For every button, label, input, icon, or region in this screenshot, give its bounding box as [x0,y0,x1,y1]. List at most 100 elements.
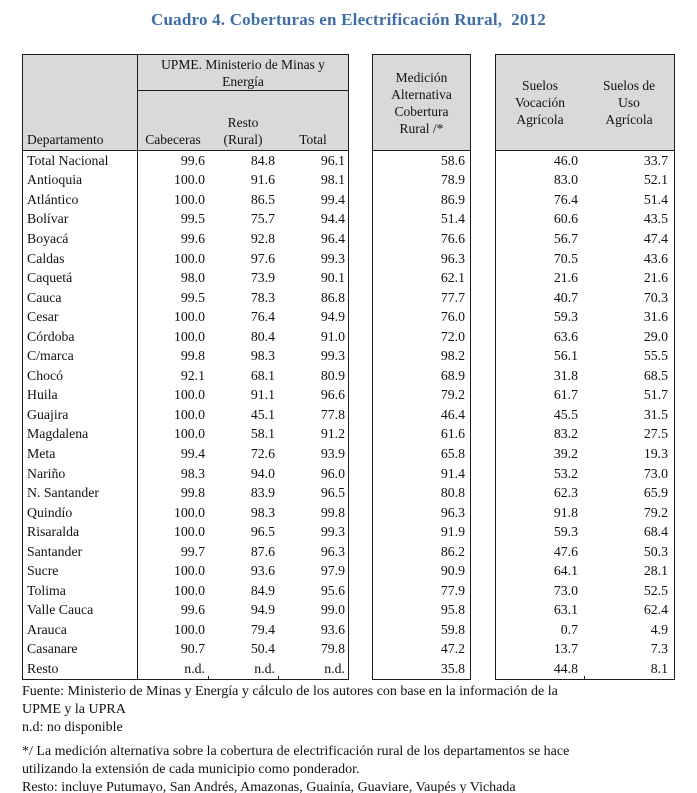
table-cell: 84.8 [250,152,275,168]
table-cell: 99.8 [320,504,345,520]
table-row: 53.2 73.0 [496,464,674,484]
table-cell: Risaralda [23,522,138,542]
table-cell: 72.6 [250,445,275,461]
table-cell: 45.5 [553,406,578,422]
table-cell: 100.0 [173,582,205,598]
table-cell: n.d. [254,660,275,676]
table-cell: 86.8 [320,289,345,305]
table-row: 95.8 [373,601,470,621]
table-cell: 98.2 [440,348,465,364]
table-cell: 68.4 [643,524,668,540]
table-row: N. Santander 99.8 83.9 96.5 [23,483,348,503]
table-cell: 86.2 [440,543,465,559]
table-suelos-header: Suelos Vocación Agrícola Suelos de Uso A… [496,55,674,150]
table-cell: 99.8 [180,485,205,501]
table-cell: 86.9 [440,191,465,207]
table-cell: 94.4 [320,211,345,227]
table-cell: Chocó [23,366,138,386]
table-cell: 29.0 [643,328,668,344]
table-cell: 31.8 [553,367,578,383]
table-cell: 84.9 [250,582,275,598]
table-row: 76.4 51.4 [496,190,674,210]
table-cell: 78.9 [440,172,465,188]
table-cell: C/marca [23,346,138,367]
table-cell: 62.1 [440,270,465,286]
table-cell: 79.2 [440,387,465,403]
table-cell: 92.8 [250,230,275,246]
table-cell: 86.5 [250,191,275,207]
table-cell: 96.5 [320,485,345,501]
table-cell: 46.0 [553,152,578,168]
table-cell: 68.5 [643,367,668,383]
table-row: 58.6 [373,151,470,171]
table-row: 96.3 [373,503,470,523]
table-cell: Casanare [23,639,138,660]
table-cell: Arauca [23,620,138,640]
table-row: 79.2 [373,386,470,406]
table-cell: 96.3 [440,504,465,520]
table-cell: 31.5 [643,406,668,422]
table-cell: 79.4 [250,621,275,637]
table-cell: Valle Cauca [23,600,138,621]
table-row: 76.6 [373,229,470,249]
table-row: Casanare 90.7 50.4 79.8 [23,639,348,660]
table-title: Cuadro 4. Coberturas en Electrificación … [151,10,546,29]
table-row: Arauca 100.0 79.4 93.6 [23,620,348,640]
table-cell: 47.4 [643,230,668,246]
table-cell: 27.5 [643,426,668,442]
table-cell: 61.6 [440,426,465,442]
table-cell: 68.1 [250,367,275,383]
table-row: 63.1 62.4 [496,601,674,621]
table-cell: 99.7 [180,543,205,559]
table-row: Resto n.d. n.d. n.d. [23,659,348,679]
table-row: Bolívar 99.5 75.7 94.4 [23,209,348,230]
table-row: 21.6 21.6 [496,268,674,288]
table-cell: 63.1 [553,602,578,618]
table-cell: 93.6 [320,621,345,637]
table-cell: 56.1 [553,348,578,364]
table-row: Caquetá 98.0 73.9 90.1 [23,268,348,288]
table-cell: 100.0 [173,309,205,325]
table-cell: 76.0 [440,309,465,325]
table-cell: Caldas [23,248,138,269]
table-cell: 21.6 [553,270,578,286]
table-cell: 52.1 [643,172,668,188]
table-row: 39.2 19.3 [496,444,674,464]
table-row: 78.9 [373,171,470,191]
table-row: 98.2 [373,346,470,366]
table-row: 86.9 [373,190,470,210]
table-cell: Caquetá [23,268,138,288]
table-row: 47.2 [373,640,470,660]
table-cell: 73.9 [250,270,275,286]
table-cell: 99.6 [180,152,205,168]
table-cell: 99.4 [180,445,205,461]
table-cell: 92.1 [180,367,205,383]
footnotes: Fuente: Ministerio de Minas y Energía y … [22,683,684,793]
table-row: 73.0 52.5 [496,581,674,601]
table-cell: 55.5 [643,348,668,364]
table-row: 35.8 [373,659,470,679]
table-cell: 100.0 [173,387,205,403]
table-cell: 99.4 [320,191,345,207]
table-cell: 59.3 [553,524,578,540]
table-cell: 76.6 [440,230,465,246]
table-row: 47.6 50.3 [496,542,674,562]
table-cell: 77.8 [320,406,345,422]
table-cell: Meta [23,444,138,464]
table-cell: 99.3 [320,524,345,540]
table-upme-body: Total Nacional 99.6 84.8 96.1 Antioquia 100.0… [23,150,348,679]
table-cell: Antioquia [23,170,138,191]
table-row: Cauca 99.5 78.3 86.8 [23,287,348,308]
table-cell: 100.0 [173,250,205,266]
table-cell: 52.5 [643,582,668,598]
table-row: 64.1 28.1 [496,561,674,581]
table-row: 80.8 [373,483,470,503]
table-cell: 87.6 [250,543,275,559]
table-row: 13.7 7.3 [496,640,674,660]
table-cell: 100.0 [173,172,205,188]
table-cell: Nariño [23,463,138,484]
table-cell: 58.1 [250,426,275,442]
table-row: 83.2 27.5 [496,425,674,445]
table-cell: 65.8 [440,445,465,461]
table-cell: 83.9 [250,485,275,501]
